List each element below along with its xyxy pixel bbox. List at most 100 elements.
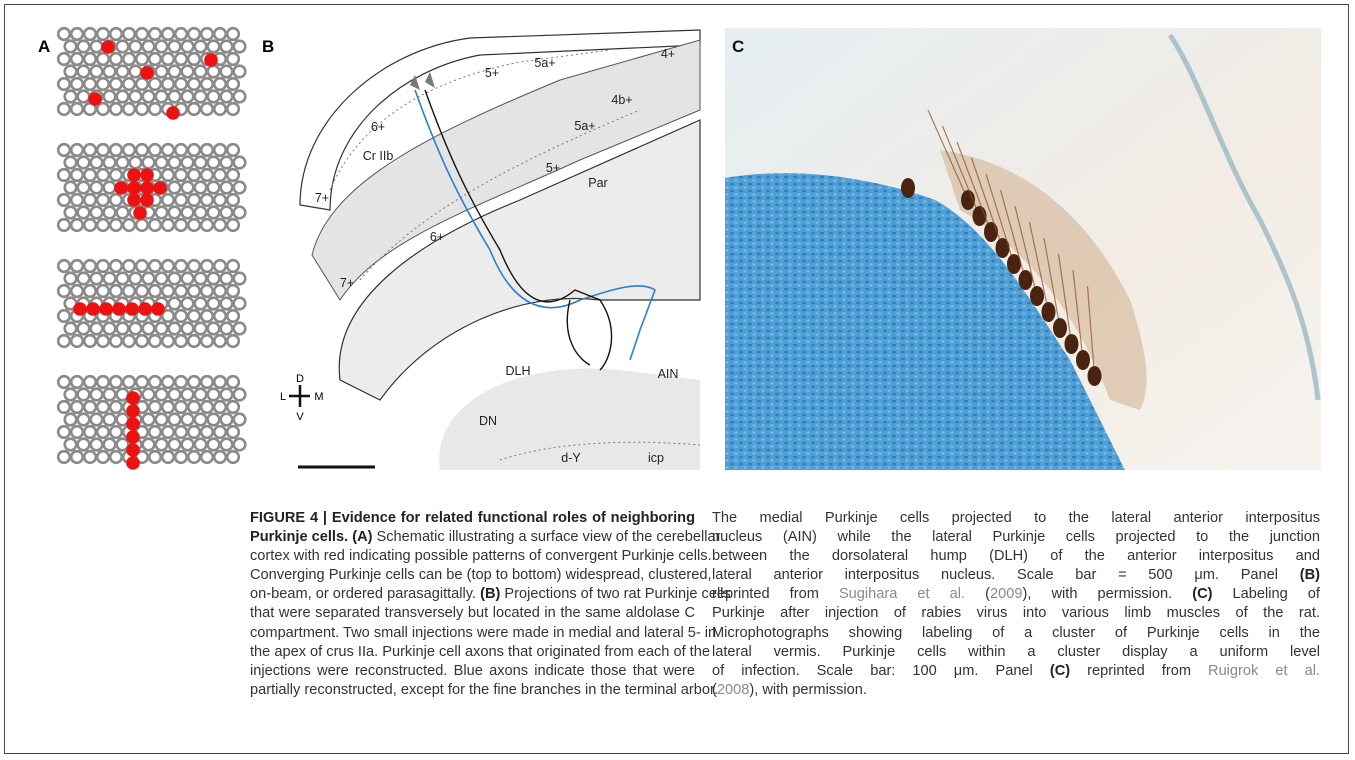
grid-cell: [134, 101, 150, 117]
red-cell: [126, 456, 140, 470]
grid-cell: [232, 89, 247, 104]
grid-cell: [154, 387, 169, 402]
grid-cell: [193, 412, 208, 427]
grid-cell: [147, 26, 163, 42]
grid-cell: [219, 321, 234, 336]
grid-cell: [69, 101, 85, 117]
citation-link[interactable]: Sugihara et al.: [838, 586, 966, 603]
grid-cell: [89, 64, 104, 79]
grid-cell: [212, 76, 228, 92]
region-label: AIN: [658, 367, 679, 381]
grid-cell: [193, 39, 208, 54]
grid-cell: [225, 424, 241, 440]
panel-label: A: [38, 37, 50, 56]
grid-cell: [180, 89, 195, 104]
region-label: icp: [648, 451, 664, 465]
grid-cell: [108, 399, 124, 415]
grid-cell: [108, 192, 124, 208]
caption-line: of infection. Scale bar: 100 μm. Panel (…: [712, 662, 1320, 681]
grid-cell: [82, 51, 98, 67]
purkinje-cell: [1018, 270, 1033, 290]
caption-text: cortex with red indicating possible patt…: [250, 548, 712, 565]
grid-cell: [147, 142, 163, 158]
grid-cell: [225, 258, 241, 274]
grid-cell: [56, 142, 72, 158]
grid-cell: [76, 155, 91, 170]
caption-line: partially reconstructed, except for the …: [250, 681, 718, 700]
grid-cell: [69, 399, 85, 415]
grid-cell: [212, 142, 228, 158]
grid-cell: [95, 167, 111, 183]
grid-cell: [206, 271, 221, 286]
grid-cell: [225, 167, 241, 183]
citation-link[interactable]: 2009: [990, 586, 1023, 603]
region-label: 5+: [546, 161, 560, 175]
grid-cell: [199, 283, 215, 299]
grid-cell: [206, 296, 221, 311]
grid-cell: [173, 51, 189, 67]
grid-cell: [102, 89, 117, 104]
dendrite: [1043, 237, 1061, 329]
caption-text: of infection. Scale bar: 100 μm. Panel: [712, 662, 1050, 679]
grid-cell: [121, 217, 137, 233]
dendrite: [956, 141, 992, 233]
grid-cell: [232, 205, 247, 220]
grid-cell: [63, 180, 78, 195]
caption-text: between the dorsolateral hump (DLH) of t…: [712, 548, 1320, 565]
dendrite: [999, 189, 1027, 281]
boundary: [329, 49, 611, 191]
grid-cell: [69, 374, 85, 390]
grid-cell: [225, 217, 241, 233]
red-cell: [140, 181, 154, 195]
grid-cell: [180, 321, 195, 336]
grid-cell: [212, 101, 228, 117]
red-cell: [140, 193, 154, 207]
caption-text: The medial Purkinje cells projected to t…: [712, 510, 1320, 526]
grid-cell: [76, 321, 91, 336]
grid-cell: [89, 437, 104, 452]
grid-cell: [160, 76, 176, 92]
grid-cell: [147, 258, 163, 274]
compass-label: D: [296, 373, 304, 385]
grid-cell: [212, 167, 228, 183]
grid-cell: [56, 449, 72, 465]
grid-cell: [141, 321, 156, 336]
grid-cell: [108, 217, 124, 233]
grid-cell: [69, 258, 85, 274]
red-cell: [151, 302, 165, 316]
citation-link[interactable]: Ruigrok et al.: [1208, 662, 1320, 679]
grid-cell: [225, 142, 241, 158]
grid-cell: [186, 333, 202, 349]
grid-cell: [82, 217, 98, 233]
grid-cell: [173, 308, 189, 324]
caption-text: (B): [1299, 567, 1320, 584]
caption-text: Schematic illustrating a surface view of…: [372, 529, 721, 546]
grid-cell: [56, 192, 72, 208]
grid-cell: [102, 64, 117, 79]
citation-link[interactable]: 2008: [716, 681, 750, 698]
purkinje-cell: [1030, 286, 1044, 306]
grid-cell: [160, 374, 176, 390]
grid-cell: [134, 76, 150, 92]
grid-cell: [147, 449, 163, 465]
caption-text: compartment. Two small injections were m…: [250, 624, 717, 641]
caption-line: nucleus (AIN) while the lateral Purkinje…: [712, 528, 1320, 547]
grid-cell: [186, 217, 202, 233]
grid-cell: [134, 142, 150, 158]
red-cell: [86, 302, 100, 316]
caption-text: lateral vermis. Purkinje cells within a …: [712, 643, 1320, 660]
grid-cell: [206, 155, 221, 170]
panel-c: [725, 28, 1321, 470]
region-label: d-Y: [561, 451, 581, 465]
grid-cell: [76, 205, 91, 220]
region-label: 5a+: [534, 56, 555, 70]
grid-cell: [154, 437, 169, 452]
grid-cell: [154, 412, 169, 427]
red-cell: [126, 417, 140, 431]
grid-cell: [199, 333, 215, 349]
caption-line: Purkinje after injection of rabies virus…: [712, 604, 1320, 623]
grid-cell: [82, 167, 98, 183]
grid-cell: [82, 142, 98, 158]
caption-line: cortex with red indicating possible patt…: [250, 547, 712, 566]
grid-cell: [102, 180, 117, 195]
